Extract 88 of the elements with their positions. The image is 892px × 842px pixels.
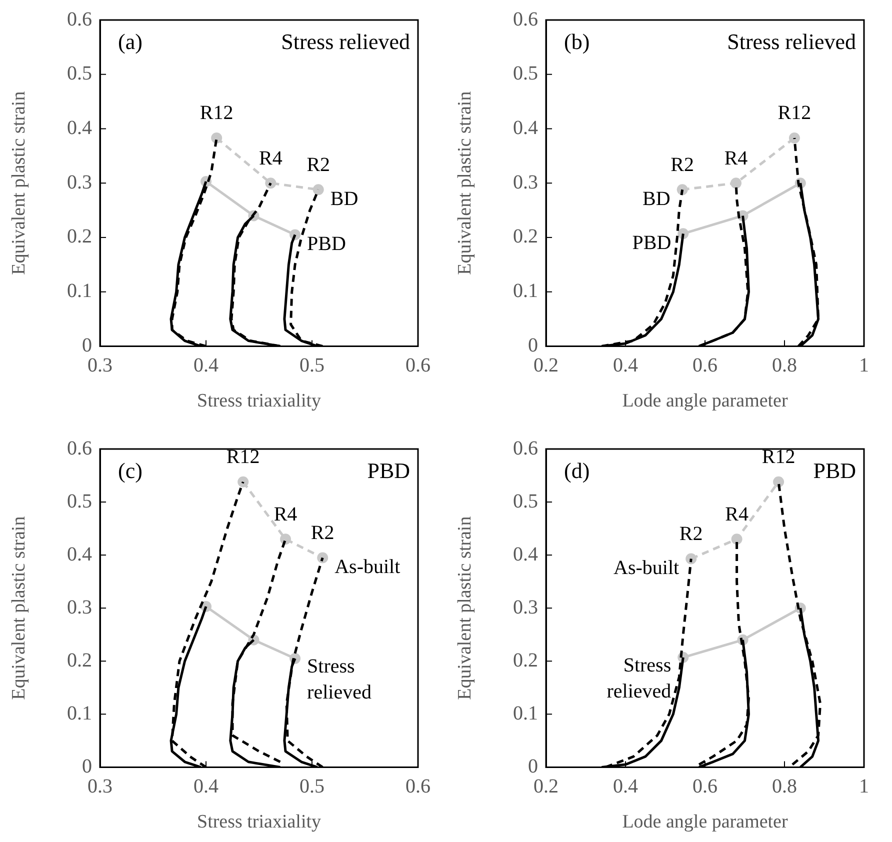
x-tick-label: 0.8 xyxy=(772,354,797,376)
y-tick-label: 0.1 xyxy=(513,702,538,724)
chart-title: (b) xyxy=(564,28,590,54)
point xyxy=(686,553,697,564)
point xyxy=(317,552,328,564)
x-tick-label: 0.6 xyxy=(692,775,718,798)
annotation: R12 xyxy=(778,102,812,124)
y-tick-label: 0.5 xyxy=(67,62,92,85)
annotation: PBD xyxy=(307,233,346,255)
y-tick-label: 0.2 xyxy=(67,226,92,248)
chart-subtitle: Stress relieved xyxy=(727,28,856,54)
x-tick-label: 0.4 xyxy=(613,775,638,798)
y-tick-label: 0.3 xyxy=(67,596,92,618)
y-tick-label: 0.1 xyxy=(67,280,92,302)
annotation: Stress relieved xyxy=(606,654,672,703)
point xyxy=(312,184,324,196)
y-tick-label: 0.6 xyxy=(513,437,538,460)
y-tick-label: 0.3 xyxy=(67,171,92,194)
y-tick-label: 0.4 xyxy=(513,543,538,566)
y-tick-label: 0.6 xyxy=(513,8,538,30)
x-tick-label: 1 xyxy=(859,354,869,376)
annotation: Stress relieved xyxy=(307,656,372,704)
point xyxy=(730,178,742,189)
x-tick-label: 0.5 xyxy=(300,354,324,376)
annotation: As-built xyxy=(614,557,680,580)
y-tick-label: 0.2 xyxy=(67,649,92,672)
annotation: BD xyxy=(330,188,358,210)
y-axis-title: Equivalent plastic strain xyxy=(454,516,476,700)
chart-title: (d) xyxy=(564,458,590,483)
annotation: R2 xyxy=(679,523,703,546)
annotation: BD xyxy=(642,188,670,210)
y-axis-title: Equivalent plastic strain xyxy=(8,516,30,700)
point xyxy=(265,178,276,189)
annotation: As-built xyxy=(334,556,401,578)
point xyxy=(731,534,742,545)
y-tick-label: 0 xyxy=(82,755,92,778)
x-tick-label: 0.4 xyxy=(613,354,638,376)
x-tick-label: 0.4 xyxy=(194,775,218,798)
y-tick-label: 0 xyxy=(528,755,538,778)
annotation: R4 xyxy=(724,147,748,170)
x-tick-label: 0.8 xyxy=(772,775,797,798)
point xyxy=(238,476,249,488)
y-tick-label: 0.6 xyxy=(67,437,92,460)
x-axis-title: Lode angle parameter xyxy=(622,390,788,412)
point xyxy=(280,534,291,545)
chart-subtitle: PBD xyxy=(813,458,856,483)
y-tick-label: 0.4 xyxy=(67,116,92,139)
x-axis-title: Stress triaxiality xyxy=(196,812,322,833)
y-tick-label: 0.3 xyxy=(513,171,538,194)
point xyxy=(788,132,800,144)
y-tick-label: 0.1 xyxy=(513,280,538,302)
chart-subtitle: PBD xyxy=(367,458,410,483)
y-tick-label: 0.4 xyxy=(513,116,538,139)
annotation: R2 xyxy=(670,154,694,176)
annotation: R12 xyxy=(226,446,260,468)
y-tick-label: 0.2 xyxy=(513,649,538,672)
annotation: R12 xyxy=(762,446,796,468)
y-tick-label: 0.5 xyxy=(513,62,538,85)
x-tick-label: 0.6 xyxy=(692,354,718,376)
y-tick-label: 0.5 xyxy=(67,490,92,512)
annotation: R2 xyxy=(310,522,334,544)
annotation: R2 xyxy=(306,154,330,176)
annotation: R4 xyxy=(274,503,298,526)
x-tick-label: 0.5 xyxy=(300,775,324,798)
chart-title: (c) xyxy=(118,458,142,483)
y-tick-label: 0 xyxy=(82,334,92,356)
y-tick-label: 0.2 xyxy=(513,226,538,248)
annotation: R4 xyxy=(725,503,748,526)
y-tick-label: 0.5 xyxy=(513,490,538,512)
x-axis-title: Lode angle parameter xyxy=(622,812,788,833)
point xyxy=(773,476,784,488)
y-tick-label: 0.3 xyxy=(513,596,538,618)
x-tick-label: 0.6 xyxy=(406,354,430,376)
x-axis-title: Stress triaxiality xyxy=(196,390,322,412)
annotation: R12 xyxy=(200,102,234,124)
y-axis-title: Equivalent plastic strain xyxy=(454,90,476,275)
chart-title: (a) xyxy=(118,28,142,54)
y-tick-label: 0 xyxy=(528,334,538,356)
x-tick-label: 0.4 xyxy=(194,354,218,376)
chart-subtitle: Stress relieved xyxy=(281,28,410,54)
x-tick-label: 0.6 xyxy=(406,775,430,798)
annotation: PBD xyxy=(632,232,672,254)
y-tick-label: 0.6 xyxy=(67,8,92,30)
y-tick-label: 0.1 xyxy=(67,702,92,724)
annotation: R4 xyxy=(258,147,282,170)
y-axis-title: Equivalent plastic strain xyxy=(8,90,30,275)
x-tick-label: 1 xyxy=(859,775,869,798)
y-tick-label: 0.4 xyxy=(67,543,92,566)
